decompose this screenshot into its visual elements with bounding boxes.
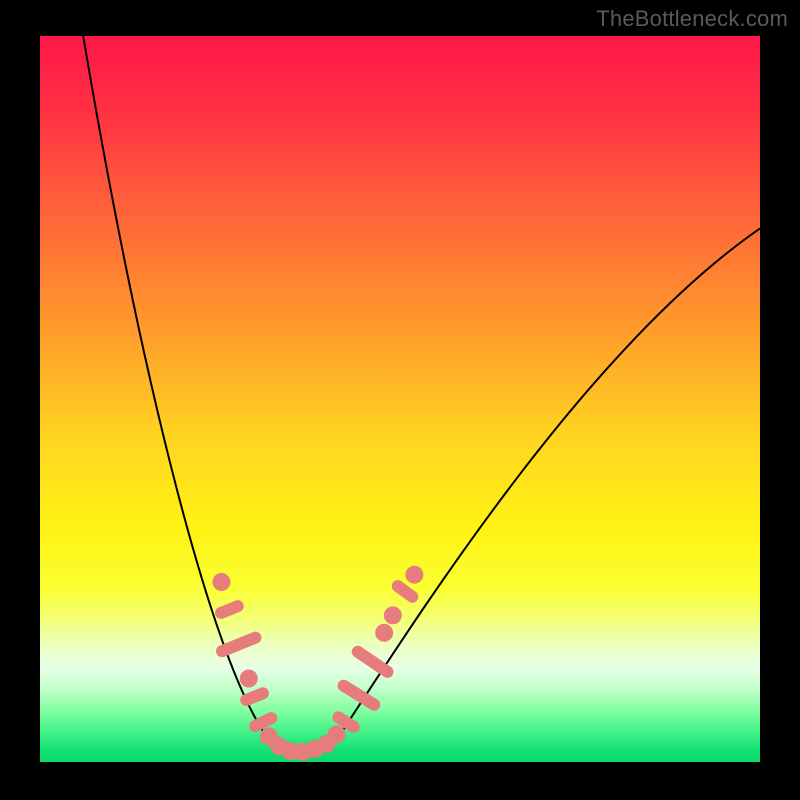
data-point-marker: [240, 670, 258, 688]
data-point-marker: [405, 566, 423, 584]
bottleneck-curve: [83, 36, 760, 754]
data-point-marker: [328, 725, 346, 743]
data-point-marker: [384, 606, 402, 624]
curve-layer: [40, 36, 760, 762]
data-range-marker: [238, 685, 270, 707]
data-point-marker: [375, 624, 393, 642]
data-range-marker: [335, 677, 382, 713]
data-range-marker: [213, 598, 245, 620]
data-range-marker: [214, 630, 263, 659]
data-point-marker: [212, 573, 230, 591]
plot-area: [40, 36, 760, 762]
watermark: TheBottleneck.com: [596, 6, 788, 32]
marker-group: [212, 566, 423, 761]
data-range-marker: [349, 643, 396, 680]
